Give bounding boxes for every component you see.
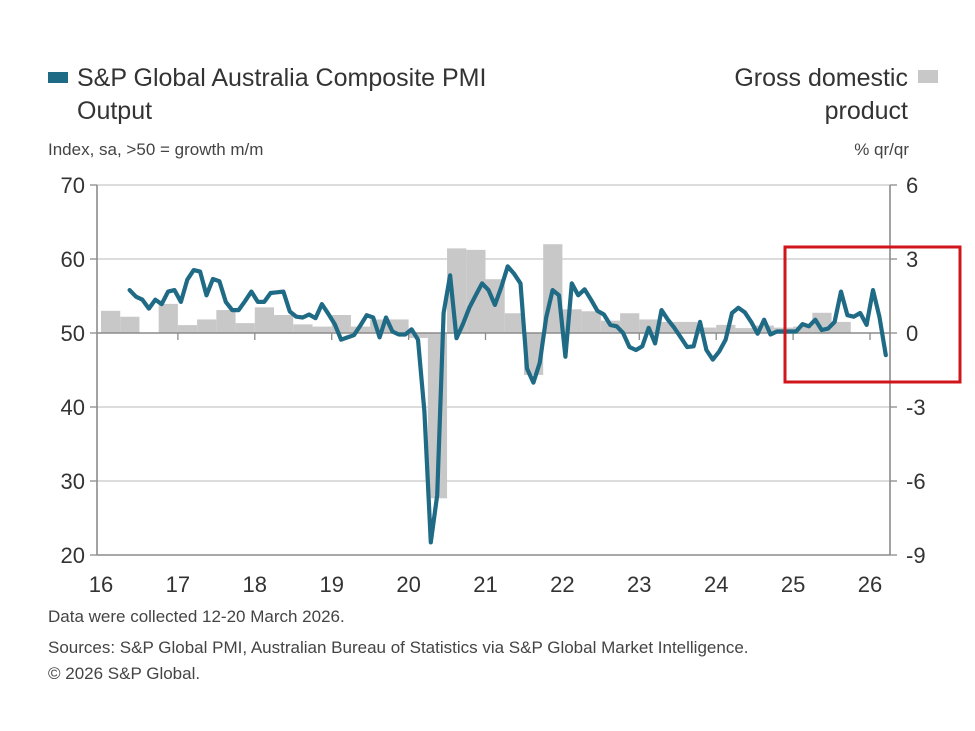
right-tick-label: 3	[906, 247, 918, 272]
gdp-bar	[158, 303, 178, 333]
left-axis-unit: Index, sa, >50 = growth m/m	[48, 140, 264, 159]
right-axis-unit: % qr/qr	[854, 140, 909, 159]
gdp-bar	[235, 323, 255, 333]
highlight-box	[783, 245, 962, 384]
legend-bar-label-line2: product	[824, 97, 908, 125]
gdp-bar	[658, 321, 678, 333]
legend-bar-label-line1: Gross domestic	[734, 64, 908, 92]
x-tick-label: 24	[704, 572, 728, 597]
gdp-bar	[120, 316, 140, 333]
gdp-bar	[408, 333, 428, 338]
gdp-bar	[197, 319, 217, 333]
x-tick-label: 17	[166, 572, 190, 597]
x-tick-label: 23	[627, 572, 651, 597]
gdp-bar	[177, 325, 198, 333]
gdp-bar	[696, 327, 717, 333]
left-tick-label: 40	[61, 395, 85, 420]
legend-line-label-line1: S&P Global Australia Composite PMI	[77, 64, 487, 92]
left-tick-label: 30	[61, 469, 85, 494]
gdp-bar	[716, 324, 736, 333]
right-tick-label: -6	[906, 469, 926, 494]
x-tick-label: 25	[781, 572, 805, 597]
footnote-sources: Sources: S&P Global PMI, Australian Bure…	[48, 638, 749, 657]
right-tick-label: -9	[906, 543, 926, 568]
x-tick-label: 18	[243, 572, 267, 597]
x-tick-label: 22	[550, 572, 574, 597]
legend-line-label: S&P Global Australia Composite PMI Outpu…	[77, 62, 486, 128]
legend-bar-swatch	[918, 70, 938, 83]
gdp-bar	[293, 324, 313, 333]
gdp-bar	[793, 326, 813, 333]
right-tick-label: 6	[906, 173, 918, 198]
x-tick-label: 20	[396, 572, 420, 597]
gdp-bar	[754, 325, 774, 333]
gdp-bar	[581, 311, 601, 333]
pmi-line	[127, 264, 888, 545]
legend-line-swatch	[48, 72, 68, 83]
gdp-bar	[216, 310, 236, 333]
gdp-bar	[620, 313, 640, 333]
gdp-bar	[350, 326, 371, 333]
gdp-bar	[562, 309, 582, 333]
gdp-bar	[312, 326, 332, 333]
left-tick-label: 70	[61, 173, 85, 198]
left-tick-label: 60	[61, 247, 85, 272]
legend-bar-label: Gross domestic product	[734, 62, 908, 128]
gdp-bar	[389, 319, 409, 333]
x-tick-label: 21	[473, 572, 497, 597]
legend-line-label-line2: Output	[77, 97, 153, 125]
x-tick-label: 16	[89, 572, 113, 597]
gdp-bar	[735, 328, 755, 333]
right-tick-label: -3	[906, 395, 926, 420]
left-tick-label: 20	[61, 543, 85, 568]
x-tick-label: 26	[858, 572, 882, 597]
right-tick-label: 0	[906, 321, 918, 346]
gdp-bar	[254, 307, 275, 333]
x-tick-label: 19	[319, 572, 343, 597]
gdp-bar	[101, 310, 121, 333]
gdp-bar	[677, 321, 697, 333]
gdp-bar	[831, 321, 851, 333]
footnote-copyright: © 2026 S&P Global.	[48, 664, 201, 683]
left-tick-label: 50	[61, 321, 85, 346]
footnote-collected: Data were collected 12-20 March 2026.	[48, 607, 345, 626]
gdp-bar	[504, 313, 524, 333]
gdp-bar	[274, 314, 294, 333]
